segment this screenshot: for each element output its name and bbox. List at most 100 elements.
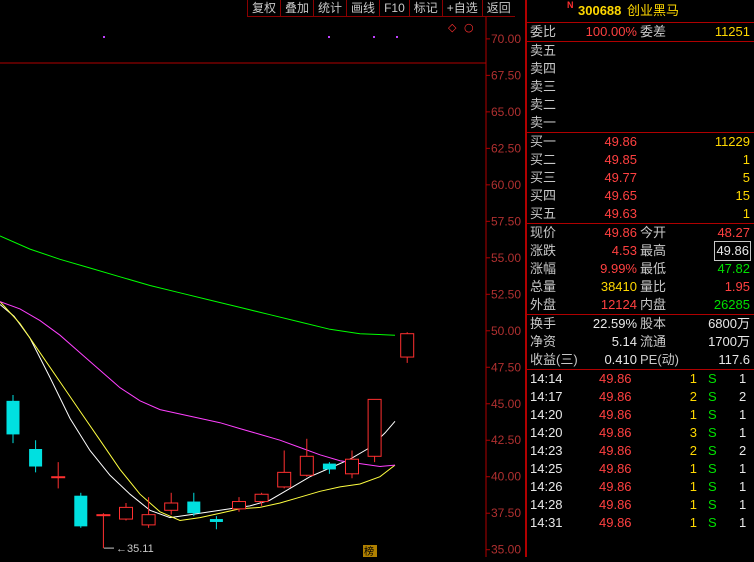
- stat-label: 收益(三): [530, 352, 578, 367]
- tick-price: 49.86: [599, 515, 632, 530]
- tick-row[interactable]: 14:20 49.86 3 S 1: [527, 424, 754, 442]
- stat-label: 今开: [640, 225, 667, 240]
- tick-volume: 2: [689, 389, 697, 404]
- tick-row[interactable]: 14:17 49.86 2 S 2: [527, 388, 754, 406]
- stat-label: 现价: [530, 225, 557, 240]
- tick-price: 49.86: [599, 479, 632, 494]
- ma5-line: [0, 304, 396, 519]
- tick-time: 14:20: [530, 407, 563, 422]
- buy-level-volume: 1: [742, 206, 750, 221]
- y-tick-label: 62.50: [491, 141, 521, 155]
- stock-title: N 300688 创业黑马: [527, 0, 754, 23]
- buy-level-row[interactable]: 买五 49.63 1: [527, 205, 754, 223]
- candle-body: [254, 493, 269, 503]
- y-tick-label: 37.50: [491, 506, 521, 520]
- y-tick-label: 67.50: [491, 68, 521, 82]
- tick-time: 14:31: [530, 515, 563, 530]
- tick-row[interactable]: 14:31 49.86 1 S 1: [527, 514, 754, 532]
- candle-body: [96, 514, 111, 517]
- stat-value: 26285: [713, 297, 750, 312]
- buy-level-label: 买四: [530, 188, 557, 203]
- buy-level-price: 49.77: [604, 170, 637, 185]
- stat-label: 内盘: [640, 297, 667, 312]
- tick-side: S: [708, 497, 717, 512]
- stat-value: 5.14: [611, 334, 637, 349]
- tick-row[interactable]: 14:26 49.86 1 S 1: [527, 478, 754, 496]
- tick-price: 49.86: [599, 443, 632, 458]
- chart-canvas[interactable]: 70.00 67.50 65.00 62.50 60.00 57.50 55.00 52.50…: [0, 17, 525, 558]
- toolbar-button-2[interactable]: 统计: [313, 0, 347, 17]
- tick-time: 14:28: [530, 497, 563, 512]
- tick-row[interactable]: 14:25 49.86 1 S 1: [527, 460, 754, 478]
- stock-name[interactable]: 创业黑马: [627, 3, 680, 18]
- toolbar-button-4[interactable]: F10: [379, 0, 409, 17]
- candle-body: [322, 463, 336, 470]
- toolbar-button-7[interactable]: 返回: [481, 0, 515, 17]
- buy-level-volume: 11229: [714, 134, 750, 149]
- buy-level-volume: 15: [735, 188, 750, 203]
- candle-body: [187, 501, 201, 514]
- toolbar-button-5[interactable]: 标记: [408, 0, 442, 17]
- y-tick-label: 55.00: [491, 251, 521, 265]
- y-tick-label: 52.50: [491, 287, 521, 301]
- tick-time: 14:25: [530, 461, 563, 476]
- sell-level-row[interactable]: 卖五: [527, 42, 754, 60]
- marker-dot: [396, 36, 398, 38]
- sell-level-row[interactable]: 卖二: [527, 96, 754, 114]
- tick-row[interactable]: 14:20 49.86 1 S 1: [527, 406, 754, 424]
- tick-time: 14:23: [530, 443, 563, 458]
- sell-level-row[interactable]: 卖四: [527, 60, 754, 78]
- buy-level-label: 买二: [530, 152, 557, 167]
- tick-price: 49.86: [599, 389, 632, 404]
- toolbar-button-0[interactable]: 复权: [247, 0, 281, 17]
- buy-level-row[interactable]: 买一 49.86 11229: [527, 133, 754, 151]
- stat-row: 净资 5.14 流通 1700万: [527, 333, 754, 351]
- stock-code[interactable]: 300688: [578, 3, 622, 18]
- stat-label: 流通: [640, 334, 667, 349]
- sell-level-row[interactable]: 卖一: [527, 114, 754, 132]
- buy-level-price: 49.63: [604, 206, 637, 221]
- buy-level-label: 买五: [530, 206, 557, 221]
- stat-row: 涨幅 9.99% 最低 47.82: [527, 260, 754, 278]
- buy-level-row[interactable]: 买二 49.85 1: [527, 151, 754, 169]
- buy-level-volume: 5: [742, 170, 750, 185]
- tick-row[interactable]: 14:23 49.86 2 S 2: [527, 442, 754, 460]
- buy-level-row[interactable]: 买四 49.65 15: [527, 187, 754, 205]
- stat-value: 117.6: [718, 352, 750, 367]
- ma10-line: [0, 301, 396, 522]
- candle-body: [29, 449, 43, 467]
- sell-level-row[interactable]: 卖三: [527, 78, 754, 96]
- y-tick-label: 45.00: [491, 397, 521, 411]
- tick-side: S: [708, 443, 717, 458]
- toolbar-button-1[interactable]: 叠加: [280, 0, 314, 17]
- buy-book: 买一 49.86 11229 买二 49.85 1 买三 49.77 5 买四 49.65 15 买五 4…: [527, 133, 754, 224]
- stat-label: 总量: [530, 279, 557, 294]
- marker-dot: [328, 36, 330, 38]
- buy-level-row[interactable]: 买三 49.77 5: [527, 169, 754, 187]
- tick-row[interactable]: 14:14 49.86 1 S 1: [527, 370, 754, 388]
- tick-price: 49.86: [599, 371, 632, 386]
- sell-level-label: 卖三: [530, 79, 557, 94]
- stat-label: 最低: [640, 261, 667, 276]
- y-tick-label: 70.00: [491, 32, 521, 46]
- candle-body: [164, 502, 179, 511]
- candle-body: [51, 476, 66, 479]
- candlestick-chart[interactable]: 70.00 67.50 65.00 62.50 60.00 57.50 55.00 52.50…: [0, 17, 525, 558]
- stat-label: 最高: [640, 243, 667, 258]
- tick-count: 1: [739, 479, 747, 494]
- tick-volume: 2: [689, 443, 697, 458]
- tick-volume: 3: [689, 425, 697, 440]
- stats-block-1: 现价 49.86 今开 48.27 涨跌 4.53 最高 49.86 涨幅 9.99% 最低 47.8…: [527, 224, 754, 315]
- tick-list[interactable]: 14:14 49.86 1 S 1 14:17 49.86 2 S 2 14:20 49.86 1 S 1 1…: [527, 370, 754, 532]
- toolbar-button-3[interactable]: 画线: [346, 0, 380, 17]
- weibi-row: 委比 100.00% 委差 11251: [527, 23, 754, 42]
- tick-row[interactable]: 14:28 49.86 1 S 1: [527, 496, 754, 514]
- tick-side: S: [708, 461, 717, 476]
- stat-value: 6800万: [708, 316, 750, 331]
- toolbar-button-6[interactable]: +自选: [441, 0, 482, 17]
- buy-level-price: 49.65: [604, 188, 637, 203]
- stat-value: 4.53: [611, 243, 637, 258]
- stat-value: 38410: [600, 279, 637, 294]
- tick-count: 1: [739, 461, 747, 476]
- quote-panel: N 300688 创业黑马 委比 100.00% 委差 11251 卖五 卖四 卖三…: [527, 0, 754, 557]
